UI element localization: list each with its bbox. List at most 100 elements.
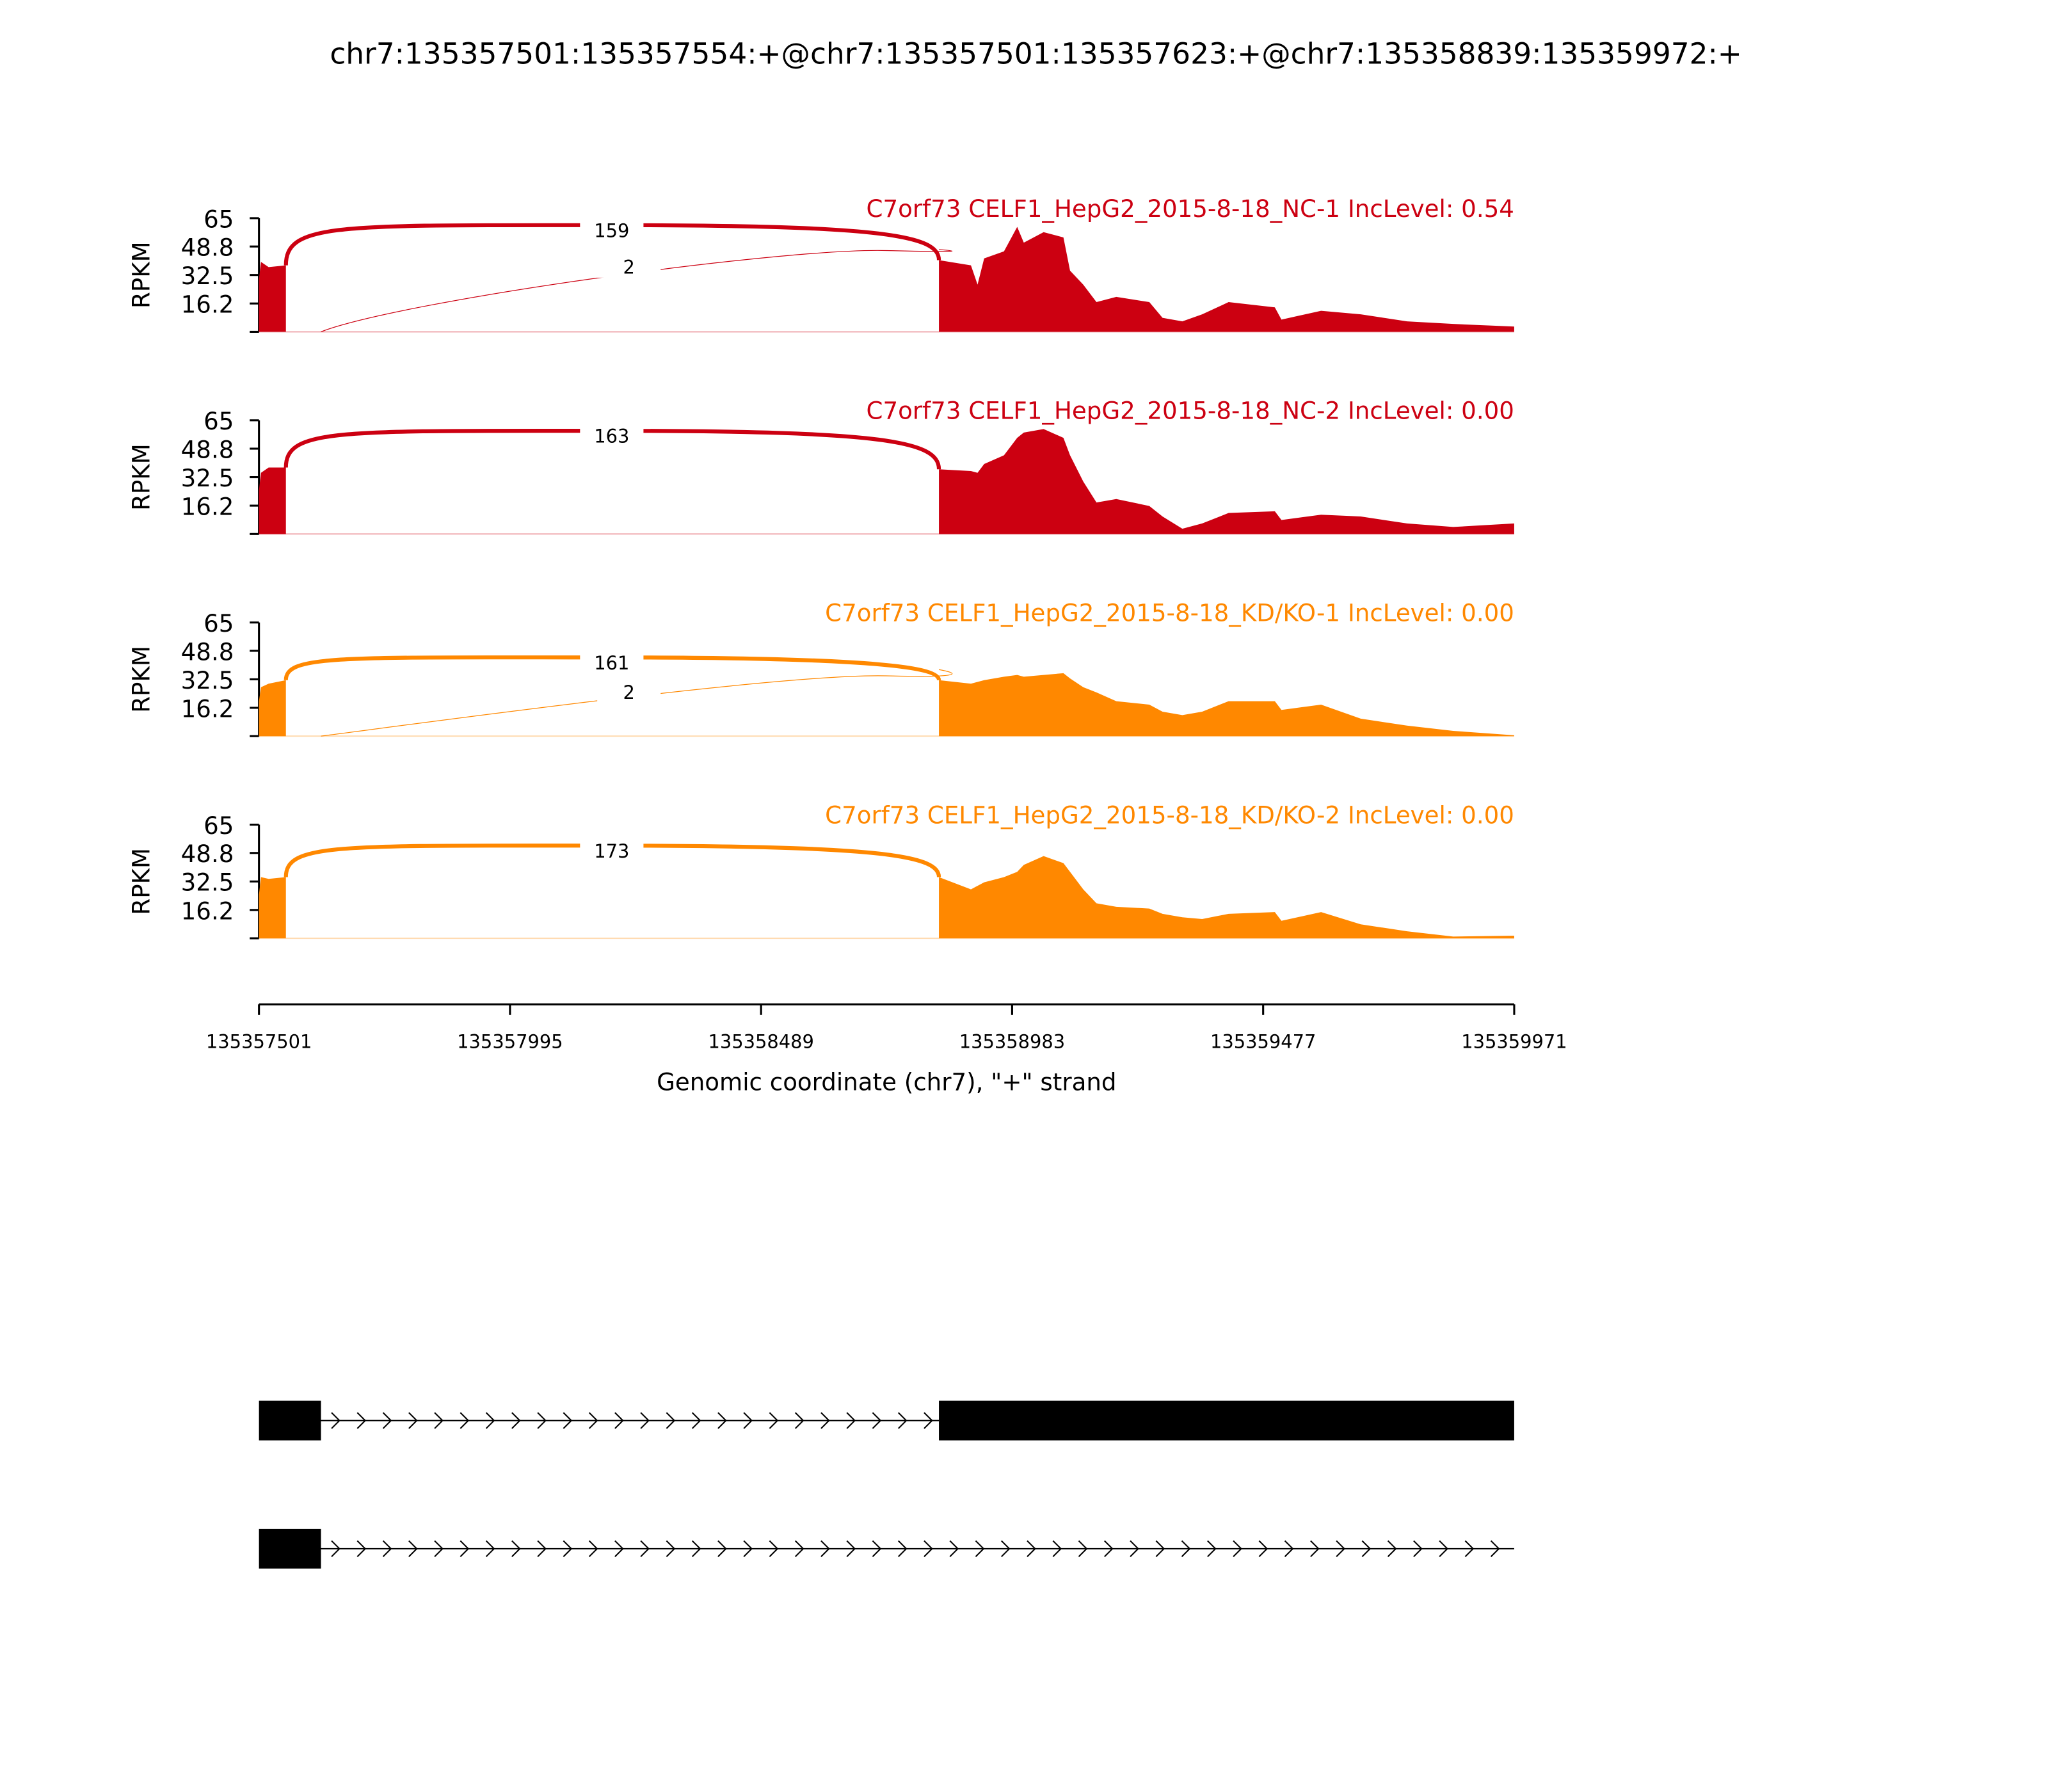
y-tick-label: 48.8 (181, 436, 234, 463)
coverage-exon1 (259, 877, 286, 939)
strand-arrow-icon (460, 1412, 470, 1429)
strand-arrow-icon (1490, 1540, 1500, 1557)
coverage-exon3 (939, 227, 1514, 332)
strand-arrow-icon (640, 1540, 650, 1557)
strand-arrow-icon (1310, 1540, 1320, 1557)
sample-label: C7orf73 CELF1_HepG2_2015-8-18_KD/KO-1 In… (825, 600, 1514, 627)
x-tick-label: 135358489 (708, 1030, 813, 1052)
strand-arrow-icon (1439, 1540, 1448, 1557)
strand-arrow-icon (1181, 1540, 1191, 1557)
y-axis-label: RPKM (127, 848, 155, 915)
coverage-exon3 (939, 856, 1514, 939)
strand-arrow-icon (434, 1540, 444, 1557)
strand-arrow-icon (1207, 1540, 1217, 1557)
sample-label: C7orf73 CELF1_HepG2_2015-8-18_NC-1 IncLe… (867, 195, 1514, 223)
junction-label-bg (580, 422, 644, 447)
junction-count: 2 (623, 682, 635, 703)
strand-arrow-icon (537, 1540, 547, 1557)
junction-label-bg (597, 679, 661, 703)
strand-arrow-icon (408, 1540, 418, 1557)
junction-count: 2 (623, 257, 635, 278)
strand-arrow-icon (820, 1412, 830, 1429)
strand-arrow-icon (563, 1412, 573, 1429)
junction-count: 159 (594, 220, 629, 241)
strand-arrow-icon (382, 1540, 392, 1557)
x-tick-label: 135358983 (959, 1030, 1065, 1052)
strand-arrow-icon (872, 1540, 882, 1557)
y-tick-label: 48.8 (181, 234, 234, 262)
y-tick-label: 65 (204, 812, 234, 840)
y-tick-label: 48.8 (181, 638, 234, 666)
junction-count: 173 (594, 840, 629, 862)
y-axis-label: RPKM (127, 444, 155, 511)
y-tick-label: 16.2 (181, 493, 234, 521)
x-axis: 135357501 135357995 135358489 135358983 1353… (206, 1003, 1567, 1052)
junction-label-bg (580, 217, 644, 241)
y-tick-label: 32.5 (181, 869, 234, 897)
strand-arrow-icon (356, 1412, 367, 1429)
junction-label-bg (597, 253, 661, 278)
junction-label-bg (580, 649, 644, 674)
strand-arrow-icon (743, 1412, 753, 1429)
plot-title: chr7:135357501:135357554:+@chr7:13535750… (330, 36, 1742, 70)
strand-arrow-icon (924, 1540, 933, 1557)
strand-arrow-icon (846, 1412, 856, 1429)
y-tick-label: 32.5 (181, 262, 234, 290)
y-tick-label: 32.5 (181, 465, 234, 492)
strand-arrow-icon (434, 1412, 444, 1429)
strand-arrow-icon (1130, 1540, 1139, 1557)
x-tick-label: 135359477 (1210, 1030, 1316, 1052)
strand-arrow-icon (614, 1540, 624, 1557)
strand-arrow-icon (588, 1412, 598, 1429)
strand-arrow-icon (717, 1540, 727, 1557)
coverage-exon1 (259, 467, 286, 534)
strand-arrow-icon (794, 1412, 804, 1429)
strand-arrow-icon (1078, 1540, 1088, 1557)
y-tick-label: 65 (204, 205, 234, 233)
strand-arrow-icon (511, 1540, 521, 1557)
strand-arrow-icon (1027, 1540, 1036, 1557)
y-tick-label: 16.2 (181, 897, 234, 925)
sample-label: C7orf73 CELF1_HepG2_2015-8-18_NC-2 IncLe… (867, 397, 1514, 425)
strand-arrow-icon (1387, 1540, 1397, 1557)
strand-arrow-icon (846, 1540, 856, 1557)
coverage-exon3 (939, 429, 1514, 534)
strand-arrow-icon (975, 1540, 985, 1557)
y-tick-label: 32.5 (181, 667, 234, 694)
x-tick-label: 135357995 (457, 1030, 563, 1052)
strand-arrow-icon (691, 1412, 701, 1429)
strand-arrow-icon (666, 1412, 676, 1429)
strand-arrow-icon (614, 1412, 624, 1429)
strand-arrow-icon (1155, 1540, 1165, 1557)
strand-arrow-icon (485, 1540, 495, 1557)
strand-arrow-icon (537, 1412, 547, 1429)
strand-arrow-icon (717, 1412, 727, 1429)
junction-arc (321, 669, 953, 737)
strand-arrow-icon (820, 1540, 830, 1557)
coverage-exon1 (259, 262, 286, 332)
strand-arrow-icon (588, 1540, 598, 1557)
strand-arrow-icon (460, 1540, 470, 1557)
sample-label: C7orf73 CELF1_HepG2_2015-8-18_KD/KO-2 In… (825, 801, 1514, 829)
strand-arrow-icon (897, 1540, 908, 1557)
x-tick-label: 135357501 (206, 1030, 312, 1052)
strand-arrow-icon (897, 1412, 908, 1429)
y-axis-label: RPKM (127, 241, 155, 308)
strand-arrow-icon (331, 1540, 340, 1557)
strand-arrow-icon (331, 1412, 340, 1429)
strand-arrow-icon (382, 1412, 392, 1429)
strand-arrow-icon (769, 1412, 779, 1429)
coverage-exon3 (939, 673, 1514, 737)
transcript (259, 1528, 1514, 1569)
strand-arrow-icon (408, 1412, 418, 1429)
strand-arrow-icon (924, 1412, 933, 1429)
strand-arrow-icon (769, 1540, 779, 1557)
y-tick-label: 65 (204, 408, 234, 435)
strand-arrow-icon (1258, 1540, 1268, 1557)
strand-arrow-icon (1233, 1540, 1242, 1557)
strand-arrow-icon (872, 1412, 882, 1429)
